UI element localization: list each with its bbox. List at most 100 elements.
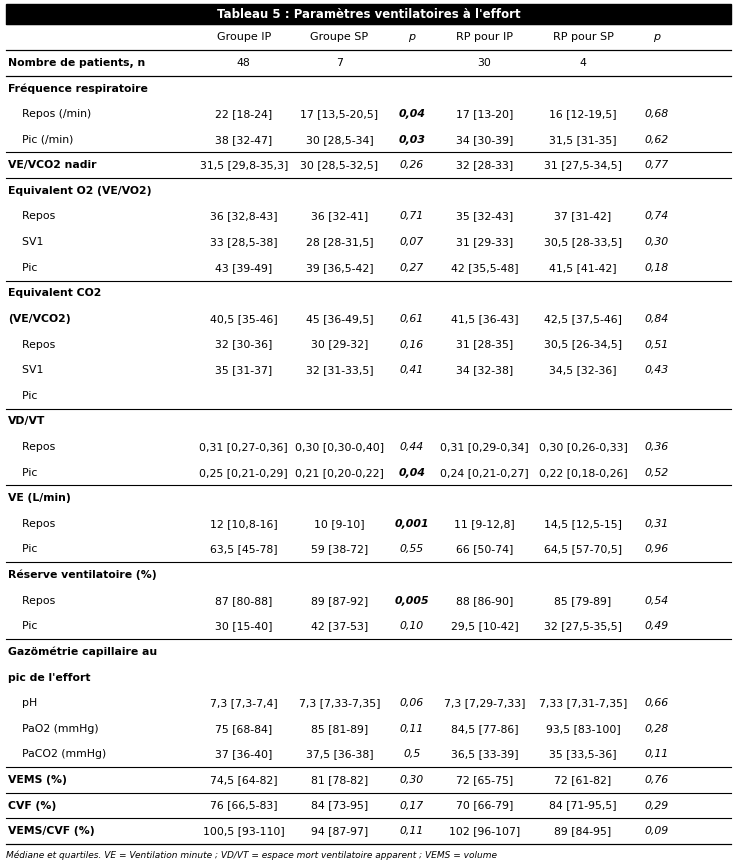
Text: 35 [33,5-36]: 35 [33,5-36] (549, 749, 617, 760)
Text: 30,5 [26-34,5]: 30,5 [26-34,5] (544, 339, 622, 350)
Text: 39 [36,5-42]: 39 [36,5-42] (306, 263, 374, 273)
Text: 11 [9-12,8]: 11 [9-12,8] (454, 519, 515, 529)
Text: 0,31: 0,31 (644, 519, 668, 529)
Text: Pic: Pic (8, 263, 38, 273)
Text: CVF (%): CVF (%) (8, 800, 56, 811)
Text: 0,61: 0,61 (400, 314, 424, 324)
Text: 0,36: 0,36 (644, 442, 668, 452)
Text: 42 [35,5-48]: 42 [35,5-48] (451, 263, 518, 273)
Text: 89 [84-95]: 89 [84-95] (554, 826, 612, 836)
Text: 7,3 [7,33-7,35]: 7,3 [7,33-7,35] (298, 698, 380, 708)
Text: 0,49: 0,49 (644, 621, 668, 631)
Text: 0,18: 0,18 (644, 263, 668, 273)
Text: 32 [28-33]: 32 [28-33] (456, 161, 513, 170)
Text: 0,25 [0,21-0,29]: 0,25 [0,21-0,29] (200, 468, 288, 477)
Text: 31,5 [31-35]: 31,5 [31-35] (549, 135, 617, 145)
Text: 0,001: 0,001 (395, 519, 430, 529)
Text: 0,09: 0,09 (644, 826, 668, 836)
Text: 0,66: 0,66 (644, 698, 668, 708)
Text: 45 [36-49,5]: 45 [36-49,5] (306, 314, 374, 324)
Text: 42,5 [37,5-46]: 42,5 [37,5-46] (544, 314, 622, 324)
Text: Repos: Repos (8, 339, 55, 350)
Text: 89 [87-92]: 89 [87-92] (311, 595, 368, 606)
Text: 7,3 [7,29-7,33]: 7,3 [7,29-7,33] (444, 698, 525, 708)
Text: 7: 7 (336, 58, 343, 68)
Text: 31 [27,5-34,5]: 31 [27,5-34,5] (544, 161, 622, 170)
Text: VEMS/CVF (%): VEMS/CVF (%) (8, 826, 94, 836)
Text: Groupe SP: Groupe SP (310, 32, 368, 42)
Text: 7,33 [7,31-7,35]: 7,33 [7,31-7,35] (539, 698, 627, 708)
Text: 0,43: 0,43 (644, 365, 668, 375)
Text: 34,5 [32-36]: 34,5 [32-36] (549, 365, 617, 375)
Text: RP pour SP: RP pour SP (553, 32, 613, 42)
Text: 0,28: 0,28 (644, 724, 668, 733)
Text: 0,51: 0,51 (644, 339, 668, 350)
Text: 0,21 [0,20-0,22]: 0,21 [0,20-0,22] (295, 468, 384, 477)
Text: Repos: Repos (8, 442, 55, 452)
Text: SV1: SV1 (8, 365, 43, 375)
Text: 0,26: 0,26 (400, 161, 424, 170)
Text: 0,16: 0,16 (400, 339, 424, 350)
Text: 41,5 [41-42]: 41,5 [41-42] (549, 263, 617, 273)
Text: 42 [37-53]: 42 [37-53] (311, 621, 368, 631)
Text: 63,5 [45-78]: 63,5 [45-78] (210, 544, 278, 555)
Text: 0,005: 0,005 (395, 595, 430, 606)
Text: VEMS (%): VEMS (%) (8, 775, 67, 785)
Text: 0,96: 0,96 (644, 544, 668, 555)
Text: 0,62: 0,62 (644, 135, 668, 145)
Text: 72 [61-82]: 72 [61-82] (554, 775, 612, 785)
Text: 66 [50-74]: 66 [50-74] (455, 544, 513, 555)
Text: 31 [29-33]: 31 [29-33] (456, 237, 513, 247)
Text: 17 [13-20]: 17 [13-20] (455, 109, 513, 119)
Text: 30: 30 (478, 58, 492, 68)
Text: 0,44: 0,44 (400, 442, 424, 452)
Text: 74,5 [64-82]: 74,5 [64-82] (210, 775, 278, 785)
Text: Pic: Pic (8, 621, 38, 631)
Text: 10 [9-10]: 10 [9-10] (314, 519, 365, 529)
Text: 48: 48 (237, 58, 251, 68)
Text: 34 [30-39]: 34 [30-39] (455, 135, 513, 145)
Text: 0,41: 0,41 (400, 365, 424, 375)
Text: pic de l'effort: pic de l'effort (8, 673, 91, 682)
Text: 0,71: 0,71 (400, 212, 424, 221)
Text: 84 [71-95,5]: 84 [71-95,5] (549, 800, 617, 811)
Text: 84 [73-95]: 84 [73-95] (311, 800, 368, 811)
Text: 4: 4 (580, 58, 587, 68)
Text: 0,76: 0,76 (644, 775, 668, 785)
Text: 30 [28,5-32,5]: 30 [28,5-32,5] (301, 161, 379, 170)
Text: 72 [65-75]: 72 [65-75] (456, 775, 513, 785)
Text: 33 [28,5-38]: 33 [28,5-38] (210, 237, 278, 247)
Text: 32 [27,5-35,5]: 32 [27,5-35,5] (544, 621, 622, 631)
Text: 0,11: 0,11 (644, 749, 668, 760)
Text: Repos: Repos (8, 212, 55, 221)
Text: 36 [32,8-43]: 36 [32,8-43] (210, 212, 278, 221)
Text: 30 [28,5-34]: 30 [28,5-34] (306, 135, 374, 145)
Text: 0,74: 0,74 (644, 212, 668, 221)
Text: PaCO2 (mmHg): PaCO2 (mmHg) (8, 749, 106, 760)
Text: Nombre de patients, n: Nombre de patients, n (8, 58, 145, 68)
Text: Pic: Pic (8, 544, 38, 555)
Text: 30 [29-32]: 30 [29-32] (311, 339, 368, 350)
Text: 0,31 [0,27-0,36]: 0,31 [0,27-0,36] (200, 442, 288, 452)
Text: 0,30 [0,30-0,40]: 0,30 [0,30-0,40] (295, 442, 384, 452)
Text: 34 [32-38]: 34 [32-38] (456, 365, 513, 375)
Text: 0,04: 0,04 (399, 468, 425, 477)
Text: 41,5 [36-43]: 41,5 [36-43] (451, 314, 518, 324)
Text: 32 [31-33,5]: 32 [31-33,5] (306, 365, 374, 375)
Text: 16 [12-19,5]: 16 [12-19,5] (549, 109, 617, 119)
Text: 0,31 [0,29-0,34]: 0,31 [0,29-0,34] (440, 442, 529, 452)
Text: Equivalent O2 (VE/VO2): Equivalent O2 (VE/VO2) (8, 186, 152, 196)
Text: Gazömétrie capillaire au: Gazömétrie capillaire au (8, 647, 157, 657)
Text: 0,30: 0,30 (644, 237, 668, 247)
Text: 88 [86-90]: 88 [86-90] (455, 595, 513, 606)
Text: 35 [32-43]: 35 [32-43] (456, 212, 513, 221)
Bar (6, 4, 731, 24)
Text: 37,5 [36-38]: 37,5 [36-38] (306, 749, 374, 760)
Text: 76 [66,5-83]: 76 [66,5-83] (210, 800, 278, 811)
Text: Equivalent CO2: Equivalent CO2 (8, 288, 102, 299)
Text: 0,07: 0,07 (400, 237, 424, 247)
Text: 59 [38-72]: 59 [38-72] (311, 544, 368, 555)
Text: 30,5 [28-33,5]: 30,5 [28-33,5] (544, 237, 622, 247)
Text: 31 [28-35]: 31 [28-35] (456, 339, 513, 350)
Text: 36,5 [33-39]: 36,5 [33-39] (451, 749, 518, 760)
